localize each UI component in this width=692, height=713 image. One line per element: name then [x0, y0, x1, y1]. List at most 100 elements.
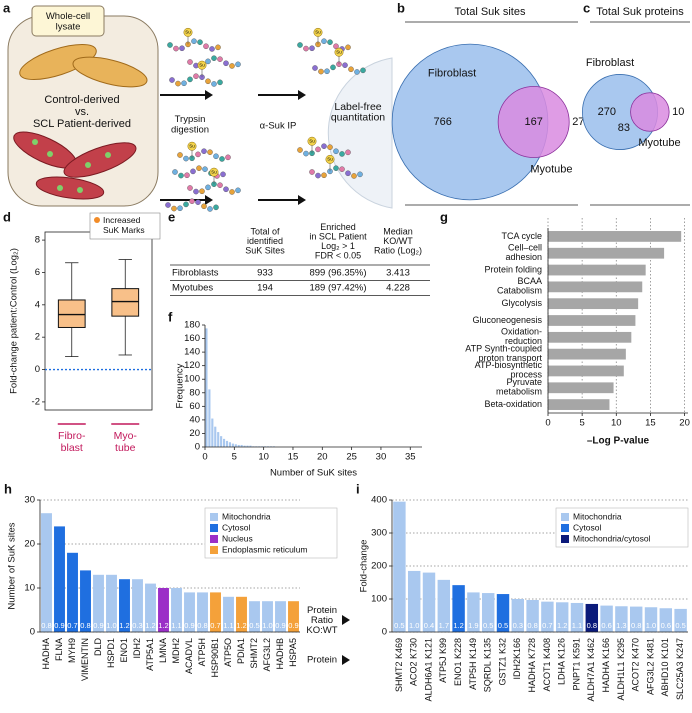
bead — [189, 198, 195, 204]
bead — [327, 39, 333, 45]
bead — [217, 182, 223, 188]
legend-label: Endoplasmic reticulum — [222, 544, 308, 554]
bead — [197, 39, 203, 45]
bar — [228, 442, 231, 447]
y-tick-label: 4 — [35, 299, 40, 310]
bar — [54, 526, 65, 632]
venn-circle — [497, 86, 570, 158]
arrow-heads — [205, 90, 306, 205]
digestion-label: Trypsin digestion — [171, 113, 209, 135]
bead — [333, 148, 339, 155]
x-tick-label: SHMT2 K469 — [394, 638, 404, 692]
panel-label: a — [3, 0, 11, 15]
x-tick-label: MDH2 — [171, 638, 181, 664]
row-name: Fibroblasts — [172, 268, 219, 279]
x-axis-label: –Log P-value — [587, 436, 650, 447]
bead — [201, 148, 207, 154]
y-tick-label: Cell–cell adhesion — [505, 243, 542, 263]
x-tick-label: ALDH7A1 K462 — [586, 638, 596, 702]
bar — [208, 389, 211, 447]
x-axis-label: Number of SuK sites — [270, 468, 357, 479]
x-tick-label: IDH2 — [132, 638, 142, 659]
bead — [348, 66, 354, 73]
bead — [175, 80, 181, 87]
y-tick-label: Oxidation-reduction — [501, 327, 542, 347]
x-tick-label: ENO1 K228 — [453, 638, 463, 686]
ratio-label: 0.9 — [184, 621, 194, 630]
y-tick-label: 2 — [35, 332, 40, 343]
x-tick-label: FLNA — [54, 638, 64, 661]
venn-value: 766 — [434, 116, 452, 128]
bead — [207, 149, 213, 155]
bead — [169, 77, 175, 83]
table-cell: 3.413 — [386, 268, 410, 279]
bead — [187, 76, 193, 83]
arrows — [160, 94, 298, 201]
y-tick-label: TCA cycle — [501, 231, 542, 241]
bead — [177, 152, 183, 158]
legend-swatch — [561, 535, 569, 543]
ratio-label: 0.3 — [132, 621, 142, 630]
x-tick-label: ACO2 K730 — [409, 638, 419, 686]
column-header: Enriched in SCL Patient Log₂ > 1 FDR < 0.05 — [309, 222, 367, 261]
y-tick-label: 100 — [184, 374, 200, 385]
panel-label: i — [356, 481, 360, 496]
x-tick-label: ENO1 — [119, 638, 129, 663]
bead — [195, 199, 201, 205]
bead — [207, 206, 213, 212]
bar — [132, 579, 143, 632]
mod-label: Su — [309, 138, 315, 143]
protein-pointer — [342, 655, 350, 665]
set-label: Fibroblast — [428, 68, 476, 80]
ratio-pointer — [342, 615, 350, 625]
bar — [393, 501, 406, 632]
x-tick-label: ACOT2 K470 — [631, 638, 641, 692]
x-tick-label: ALDH6A1 K121 — [423, 638, 433, 702]
bead — [213, 204, 219, 211]
x-tick-label: AFG3L2 — [262, 638, 272, 672]
venn-value: 270 — [598, 106, 616, 118]
legend-swatch — [210, 535, 218, 543]
set-label: Myotube — [530, 163, 572, 175]
y-tick-label: 10 — [24, 583, 35, 594]
venn-title: Total Suk proteins — [596, 6, 684, 18]
ratio-label: 1.9 — [468, 621, 478, 630]
bead — [318, 68, 324, 75]
ratio-label: 0.9 — [288, 621, 298, 630]
mod-tag — [307, 136, 317, 146]
x-tick-label: 15 — [288, 452, 299, 463]
bar — [106, 574, 117, 632]
x-tick-label: 15 — [645, 418, 656, 429]
bar — [93, 574, 104, 632]
bead — [327, 144, 333, 150]
bead — [193, 188, 199, 195]
ratio-label: 0.9 — [275, 621, 285, 630]
x-tick-label: SHMT2 — [249, 638, 259, 669]
bead — [324, 68, 330, 75]
ratio-label: 1.2 — [119, 621, 129, 630]
bar — [240, 444, 243, 447]
y-tick-label: 80 — [189, 387, 200, 398]
bead — [297, 147, 303, 153]
bead — [235, 187, 241, 194]
ratio-label: 0.5 — [675, 621, 685, 630]
x-tick-label: PDIA1 — [236, 638, 246, 664]
cell — [72, 56, 148, 88]
y-tick-label: 6 — [35, 267, 40, 278]
bead — [211, 81, 217, 87]
bar — [184, 592, 195, 632]
bead — [333, 43, 339, 50]
bead — [167, 42, 173, 48]
table-cell: 189 (97.42%) — [309, 283, 366, 294]
bar — [548, 315, 636, 326]
venn-value: 83 — [618, 122, 630, 134]
x-tick-label: 0 — [202, 452, 207, 463]
bead — [165, 202, 171, 208]
bead — [190, 168, 196, 175]
bead — [217, 56, 223, 62]
ratio-label: 0.5 — [394, 621, 404, 630]
ratio-label: 0.6 — [601, 621, 611, 630]
x-tick-label: HSPD1 — [106, 638, 116, 668]
ratio-label: 1.2 — [236, 621, 246, 630]
